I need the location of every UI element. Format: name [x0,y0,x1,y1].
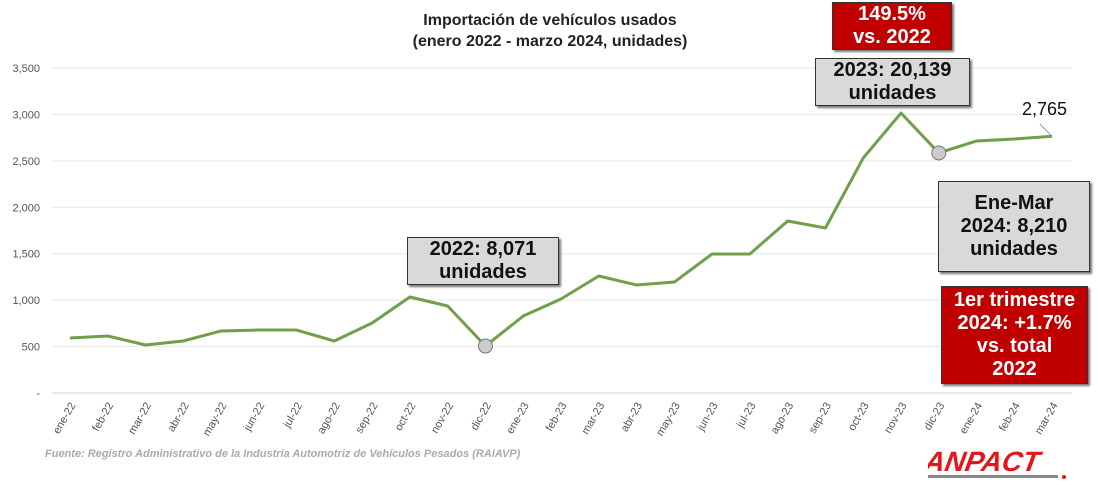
ann-line: 2023: 20,139 [833,59,952,81]
ann-line: vs. total [976,335,1053,357]
annotation-2022: 2022: 8,071 unidades [407,237,559,285]
x-tick-label: mar-23 [580,401,608,437]
x-tick-label: may-23 [654,401,683,439]
x-tick-label: ene-24 [958,401,986,437]
x-tick-label: ago-23 [769,401,797,437]
annotation-2023: 2023: 20,139 unidades [815,58,970,106]
x-tick-label: abr-22 [166,401,192,435]
ann-line: vs. 2022 [853,26,931,48]
annotation-2024: Ene-Mar 2024: 8,210 unidades [938,181,1090,272]
y-tick-label: - [36,388,40,400]
x-tick-label: feb-22 [90,401,116,434]
x-tick-label: dic-23 [922,401,947,433]
x-tick-label: dic-22 [469,401,494,433]
y-tick-label: 3,500 [12,63,40,75]
title-line: Importación de vehículos usados [423,12,677,29]
y-tick-label: 1,000 [12,295,40,307]
x-tick-label: sep-23 [807,401,834,436]
annotation-q1: 1er trimestre 2024: +1.7% vs. total 2022 [941,286,1088,384]
ann-line: 2024: 8,210 [960,215,1068,237]
anpact-logo: ANPACT [921,445,1068,485]
x-tick-label: ene-22 [51,401,79,437]
x-tick-label: feb-23 [544,401,570,434]
x-tick-label: jul-23 [734,401,758,431]
x-tick-label: jun-23 [695,401,721,434]
chart-title: Importación de vehículos usados (enero 20… [330,10,770,52]
ann-line: 2024: +1.7% [957,312,1072,334]
subtitle-line: (enero 2022 - marzo 2024, unidades) [412,33,688,50]
x-tick-label: oct-22 [393,401,419,433]
ann-line: 149.5% [858,3,926,25]
annotation-growth: 149.5% vs. 2022 [832,2,952,50]
ann-line: 1er trimestre [953,289,1076,311]
highlight-point [477,338,493,354]
ann-line: 2022 [992,358,1037,380]
last-value-label: 2,765 [1022,99,1068,119]
x-tick-label: mar-24 [1033,401,1061,437]
highlight-point [931,145,947,161]
x-tick-label: feb-24 [997,400,1023,433]
ann-line: unidades [970,238,1058,260]
x-tick-label: mar-22 [126,401,154,437]
ann-line: Ene-Mar [974,192,1054,214]
series-line [69,111,1053,348]
x-tick-label: ene-23 [504,401,532,437]
y-tick-label: 2,000 [12,202,40,214]
y-tick-label: 3,000 [12,109,40,121]
x-tick-label: ago-22 [315,401,343,437]
x-tick-label: jun-22 [241,401,267,434]
x-tick-label: abr-23 [619,401,645,435]
ann-line: unidades [848,82,937,104]
ann-line: unidades [439,261,527,283]
source-note: Fuente: Registro Administrativo de la In… [45,448,521,460]
x-tick-label: oct-23 [846,401,872,433]
y-tick-label: 1,500 [12,249,40,261]
label-leader [1039,123,1053,137]
x-tick-label: nov-22 [429,401,456,436]
x-tick-label: nov-23 [882,401,909,436]
x-tick-label: may-22 [201,401,230,439]
x-tick-label: jul-22 [281,401,305,431]
ann-line: 2022: 8,071 [429,238,537,260]
y-tick-label: 500 [22,342,40,354]
logo-text: ANPACT [928,445,1045,477]
y-tick-label: 2,500 [12,156,40,168]
x-tick-label: sep-22 [353,401,380,436]
